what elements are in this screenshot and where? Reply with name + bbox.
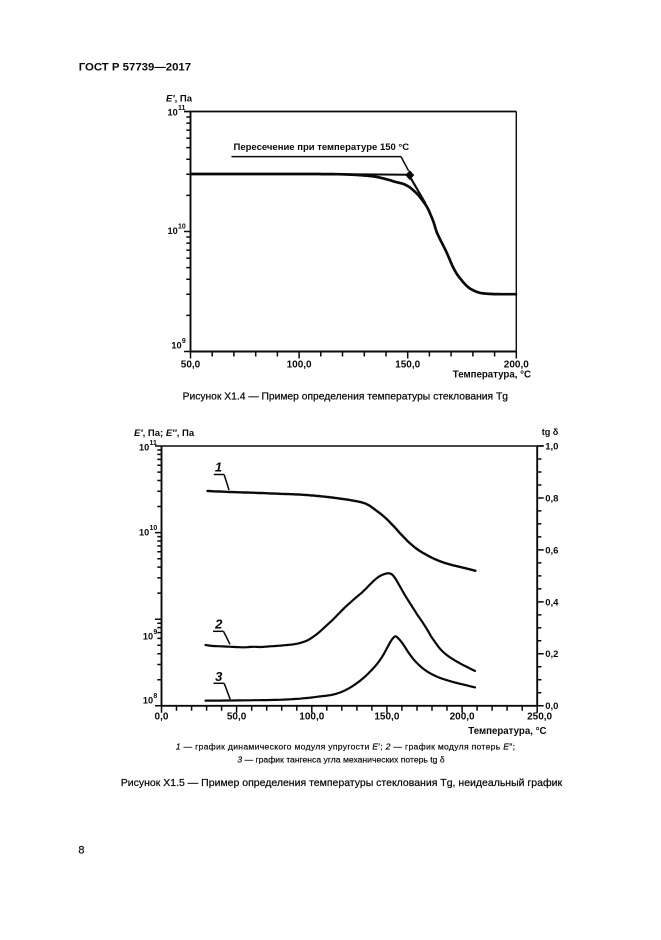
svg-text:2: 2 (214, 617, 223, 632)
svg-text:10: 10 (139, 527, 149, 537)
svg-text:Температура, °С: Температура, °С (468, 726, 546, 737)
svg-text:50,0: 50,0 (181, 360, 201, 371)
svg-text:tg δ: tg δ (542, 427, 559, 437)
svg-text:8: 8 (153, 693, 157, 700)
svg-text:0,4: 0,4 (545, 597, 559, 608)
svg-text:ГОСТ Р 57739—2017: ГОСТ Р 57739—2017 (79, 62, 191, 74)
svg-text:9: 9 (153, 629, 157, 636)
svg-text:10: 10 (168, 108, 178, 118)
svg-text:Рисунок Х1.4 — Пример определе: Рисунок Х1.4 — Пример определения темпер… (183, 392, 509, 403)
svg-text:0,8: 0,8 (545, 493, 558, 504)
svg-text:200,0: 200,0 (504, 360, 529, 371)
svg-text:Рисунок Х1.5 — Пример определе: Рисунок Х1.5 — Пример определения темпер… (121, 777, 563, 789)
svg-text:3 — график тангенса угла механ: 3 — график тангенса угла механических по… (237, 755, 444, 765)
svg-text:100,0: 100,0 (299, 712, 324, 723)
svg-text:10: 10 (150, 525, 158, 532)
svg-text:E′, Па: E′, Па (166, 94, 193, 105)
svg-text:Пересечение при температуре 15: Пересечение при температуре 150 °С (234, 142, 410, 153)
svg-text:10: 10 (178, 223, 186, 230)
svg-text:1 — график динамического модул: 1 — график динамического модуля упругост… (176, 742, 516, 752)
svg-text:8: 8 (78, 845, 84, 857)
svg-text:10: 10 (139, 442, 149, 452)
svg-text:0,2: 0,2 (545, 649, 558, 660)
svg-text:50,0: 50,0 (227, 712, 247, 723)
svg-text:250,0: 250,0 (527, 712, 552, 723)
svg-text:150,0: 150,0 (374, 712, 399, 723)
svg-text:10: 10 (168, 226, 178, 236)
svg-text:200,0: 200,0 (450, 712, 475, 723)
svg-text:9: 9 (182, 338, 186, 345)
svg-text:10: 10 (171, 340, 181, 350)
svg-text:0,0: 0,0 (155, 712, 169, 723)
svg-text:E′, Па; E″, Па: E′, Па; E″, Па (134, 428, 195, 439)
svg-text:3: 3 (215, 669, 223, 684)
svg-text:100,0: 100,0 (287, 360, 312, 371)
svg-text:11: 11 (178, 105, 186, 112)
svg-text:1,0: 1,0 (545, 441, 558, 452)
svg-text:0,0: 0,0 (545, 701, 558, 712)
svg-text:11: 11 (150, 440, 158, 447)
svg-text:1: 1 (215, 459, 222, 474)
svg-text:150,0: 150,0 (395, 360, 420, 371)
svg-text:10: 10 (143, 631, 153, 641)
svg-text:10: 10 (143, 695, 153, 705)
svg-text:Температура, °С: Температура, °С (453, 370, 531, 381)
svg-text:0,6: 0,6 (545, 545, 558, 556)
